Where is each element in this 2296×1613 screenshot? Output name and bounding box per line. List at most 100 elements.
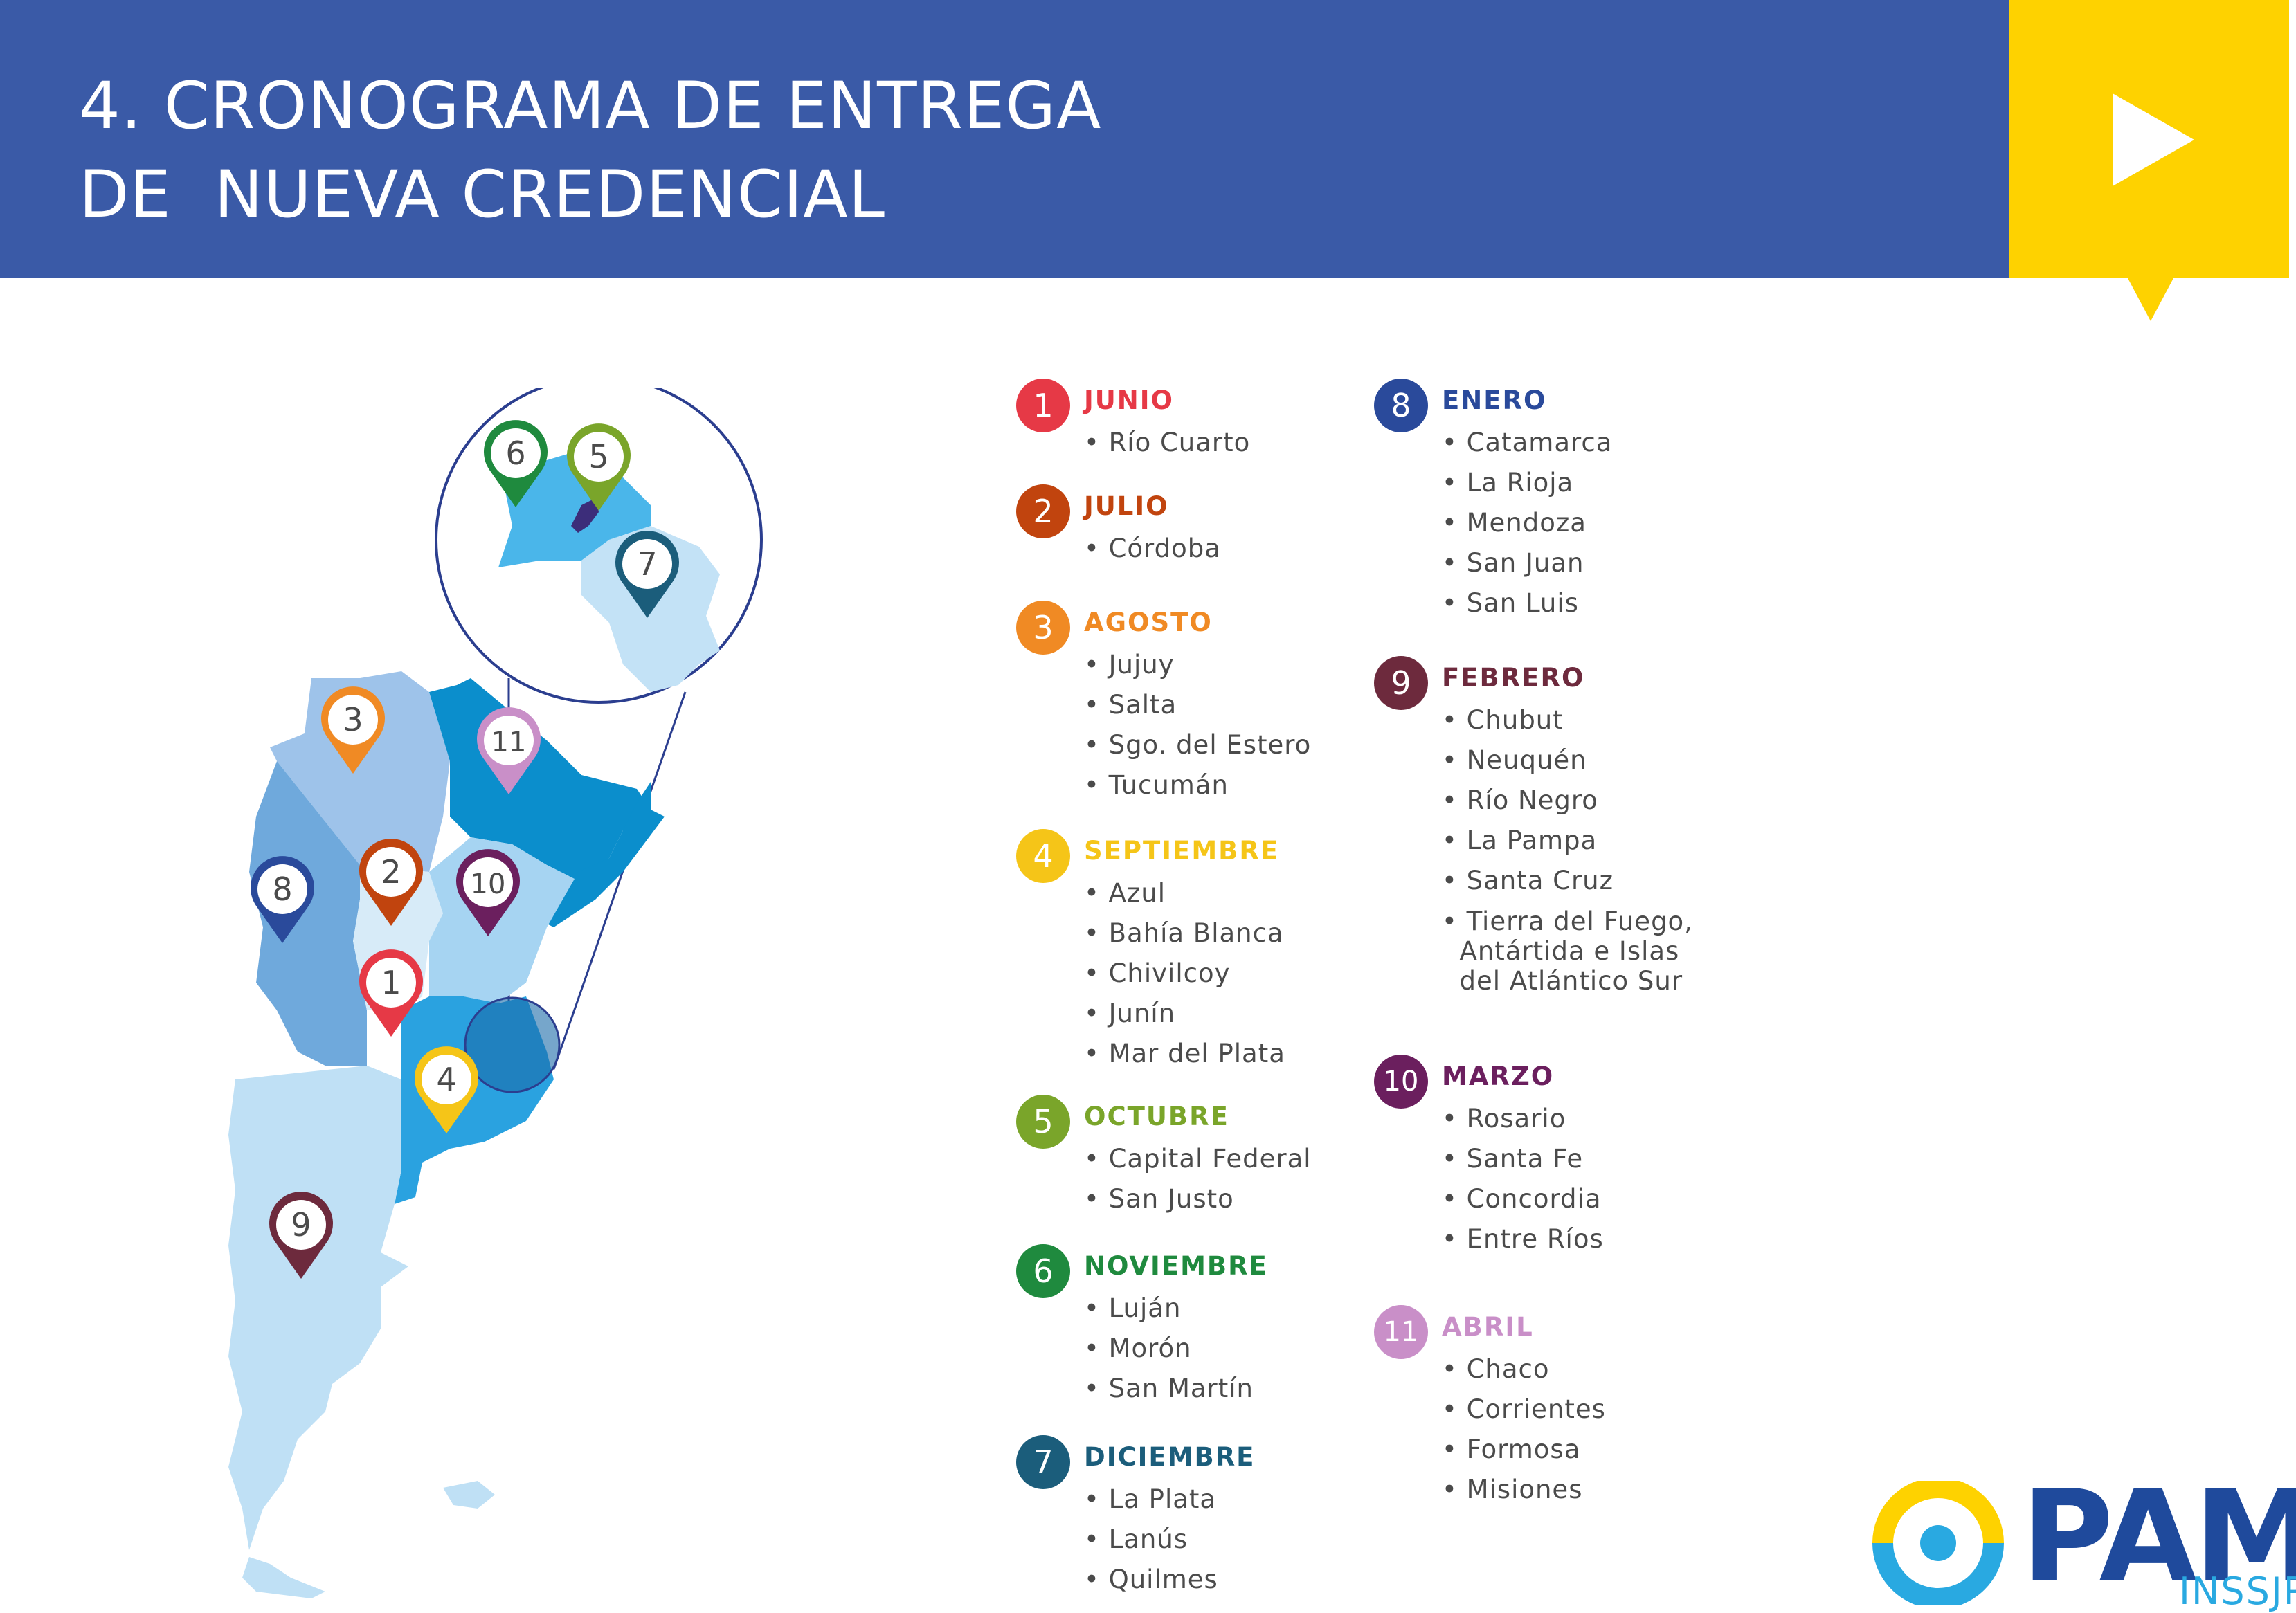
group-places: • Jujuy • Salta • Sgo. del Estero • Tucumán [1084, 645, 1311, 805]
place-item: • Capital Federal [1084, 1144, 1312, 1174]
group-places: • Córdoba [1084, 529, 1221, 569]
place-item: • Mar del Plata [1084, 1039, 1285, 1068]
group-places: • La Plata • Lanús • Quilmes [1084, 1479, 1218, 1600]
place-item: • Formosa [1442, 1434, 1581, 1464]
group-places: • Chubut • Neuquén • Río Negro • La Pampa • … [1442, 700, 1693, 996]
place-item: • La Pampa [1442, 826, 1598, 855]
map-pin-number: 10 [471, 868, 506, 900]
group-month: JUNIO [1084, 385, 1174, 415]
map-pin-face [622, 539, 672, 589]
map-pin-4[interactable]: 4 [415, 1046, 478, 1133]
group-places: • Capital Federal • San Justo [1084, 1139, 1312, 1219]
map-pin-number: 7 [637, 545, 657, 583]
group-month: SEPTIEMBRE [1084, 836, 1280, 866]
group-number-badge: 10 [1374, 1055, 1428, 1109]
group-number-badge: 7 [1016, 1435, 1070, 1489]
map-pins: 1 2 3 4 5 6 7 8 9 10 11 [251, 420, 680, 1279]
zoom-source-circle [464, 996, 561, 1093]
map-pin-1[interactable]: 1 [359, 949, 423, 1037]
group-places: • Luján • Morón • San Martín [1084, 1288, 1254, 1409]
header-banner: 4. CRONOGRAMA DE ENTREGA DE NUEVA CREDEN… [0, 0, 2009, 278]
tab-notch [2128, 278, 2173, 321]
place-item: • Junín [1084, 999, 1176, 1028]
group-places: • Azul • Bahía Blanca • Chivilcoy • Junín • … [1084, 873, 1285, 1074]
place-item: • Bahía Blanca [1084, 918, 1284, 948]
place-item: • Luján [1084, 1293, 1182, 1323]
place-item: • Corrientes [1442, 1394, 1606, 1424]
map-pin-number: 2 [381, 853, 401, 891]
group-number-badge: 2 [1016, 484, 1070, 538]
map-pin-6[interactable]: 6 [484, 420, 548, 507]
place-item: • Entre Ríos [1442, 1224, 1604, 1254]
place-item: • Chaco [1442, 1354, 1550, 1384]
region-tierra-del-fuego [242, 1557, 325, 1598]
pami-logo-icon [1872, 1481, 2004, 1605]
group-places: • Rosario • Santa Fe • Concordia • Entre Rí… [1442, 1099, 1604, 1259]
map-pin-8[interactable]: 8 [251, 856, 314, 943]
region-patagonia [228, 1066, 408, 1550]
region-malvinas [443, 1481, 495, 1509]
place-item: • La Plata [1084, 1484, 1217, 1514]
map-pin-face [328, 695, 378, 745]
group-month: ENERO [1442, 385, 1547, 415]
place-item: • Santa Fe [1442, 1144, 1584, 1174]
place-item: • Quilmes [1084, 1565, 1218, 1594]
group-number-badge: 9 [1374, 656, 1428, 710]
map-pin-number: 4 [436, 1061, 456, 1098]
group-number-badge: 3 [1016, 601, 1070, 655]
group-month: DICIEMBRE [1084, 1442, 1256, 1472]
group-month: NOVIEMBRE [1084, 1251, 1268, 1281]
place-item: • La Rioja [1442, 468, 1574, 498]
map-pin-10[interactable]: 10 [456, 849, 520, 936]
place-item: • Sgo. del Estero [1084, 730, 1312, 760]
map-pin-face [422, 1055, 471, 1104]
map-pin-7[interactable]: 7 [615, 531, 680, 618]
group-number-badge: 6 [1016, 1244, 1070, 1298]
group-month: FEBRERO [1442, 663, 1585, 693]
place-item: • Misiones [1442, 1475, 1583, 1504]
map-pin-number: 9 [291, 1206, 311, 1243]
group-month: AGOSTO [1084, 608, 1213, 637]
map-pin-face [257, 864, 307, 914]
place-item: • Mendoza [1442, 508, 1587, 538]
zoom-region-capital [571, 498, 599, 533]
place-item: • Río Cuarto [1084, 428, 1251, 457]
map-pin-11[interactable]: 11 [477, 707, 541, 794]
place-item: • Salta [1084, 690, 1177, 720]
map-pin-3[interactable]: 3 [321, 686, 385, 774]
map-pin-face [491, 428, 541, 478]
map-pin-face [366, 958, 416, 1008]
play-tab[interactable] [2009, 0, 2289, 321]
place-item: • Chubut [1442, 705, 1564, 735]
map-pin-9[interactable]: 9 [269, 1192, 333, 1279]
map-pin-face [463, 857, 513, 907]
play-icon[interactable] [2113, 93, 2194, 186]
region-noroeste [270, 671, 450, 872]
zoom-connector-right [552, 691, 687, 1070]
place-item: • Catamarca [1442, 428, 1613, 457]
place-item: • Rosario [1442, 1104, 1566, 1133]
place-item: • San Justo [1084, 1184, 1234, 1214]
map-pin-face [366, 847, 416, 897]
group-number-badge: 11 [1374, 1305, 1428, 1359]
group-places: • Chaco • Corrientes • Formosa • Misiones [1442, 1349, 1606, 1510]
page-title: 4. CRONOGRAMA DE ENTREGA DE NUEVA CREDEN… [79, 62, 1101, 239]
region-cuyo [249, 761, 367, 1066]
place-item: • Neuquén [1442, 745, 1587, 775]
pami-subtitle: INSSJP [2179, 1569, 2296, 1613]
map-pin-number: 6 [505, 435, 525, 472]
map-pin-5[interactable]: 5 [567, 423, 631, 511]
place-item: • San Luis [1442, 588, 1579, 618]
map-pin-face [276, 1200, 326, 1250]
group-places: • Río Cuarto [1084, 423, 1250, 463]
title-line-2: DE NUEVA CREDENCIAL [79, 157, 885, 233]
map-pin-2[interactable]: 2 [359, 839, 423, 926]
group-number-badge: 1 [1016, 379, 1070, 432]
place-item: • Concordia [1442, 1184, 1602, 1214]
map-pin-face [574, 432, 624, 482]
place-item: • Jujuy [1084, 650, 1175, 680]
place-item: • Córdoba [1084, 534, 1221, 563]
group-month: JULIO [1084, 491, 1169, 521]
